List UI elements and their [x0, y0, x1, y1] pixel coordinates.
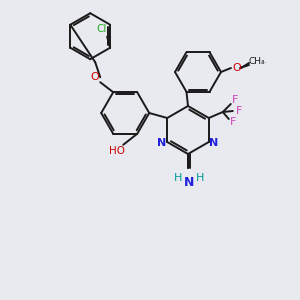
Text: O: O [91, 72, 100, 82]
Text: O: O [232, 63, 242, 73]
Text: N: N [184, 176, 194, 188]
Text: N: N [209, 138, 218, 148]
Text: methoxy: methoxy [261, 62, 267, 63]
Text: F: F [232, 95, 238, 105]
Text: F: F [236, 106, 242, 116]
Text: H: H [196, 173, 204, 183]
Text: HO: HO [109, 146, 125, 156]
Text: F: F [230, 117, 236, 127]
Text: Cl: Cl [96, 24, 106, 34]
Text: N: N [157, 138, 166, 148]
Text: CH₃: CH₃ [249, 58, 265, 67]
Text: H: H [174, 173, 182, 183]
